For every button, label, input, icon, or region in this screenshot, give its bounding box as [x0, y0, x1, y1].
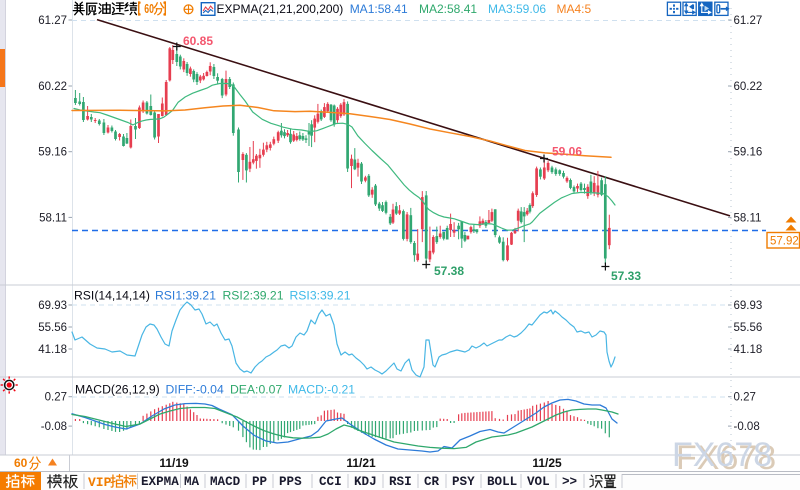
svg-text:VOL: VOL: [527, 475, 550, 489]
svg-text:60: 60: [144, 2, 154, 16]
svg-text:PPS: PPS: [279, 475, 302, 489]
svg-text:60.85: 60.85: [183, 34, 213, 48]
svg-text:59.06: 59.06: [552, 145, 582, 159]
svg-text:59.16: 59.16: [38, 147, 67, 159]
svg-text:>>: >>: [562, 475, 577, 489]
svg-text:CCI: CCI: [319, 475, 342, 489]
svg-text:DEA:0.07: DEA:0.07: [230, 383, 282, 397]
svg-text:MA3:59.06: MA3:59.06: [488, 2, 546, 16]
svg-text:41.18: 41.18: [38, 344, 67, 356]
svg-text:61.27: 61.27: [38, 15, 67, 27]
svg-text:EXPMA: EXPMA: [141, 475, 179, 489]
svg-text:69.93: 69.93: [38, 300, 67, 312]
svg-text:MACD: MACD: [210, 475, 241, 489]
svg-text:MACD(26,12,9): MACD(26,12,9): [75, 383, 160, 397]
svg-text:55.56: 55.56: [734, 322, 763, 334]
svg-text:60: 60: [14, 456, 28, 470]
svg-text:0.27: 0.27: [45, 392, 67, 404]
svg-text:58.11: 58.11: [734, 212, 762, 224]
svg-text:FX678: FX678: [676, 439, 776, 477]
svg-text:RSI: RSI: [389, 475, 412, 489]
svg-text:CR: CR: [424, 475, 440, 489]
svg-text:-0.08: -0.08: [734, 421, 760, 433]
svg-text:MA4:5: MA4:5: [557, 2, 592, 16]
svg-text:BOLL: BOLL: [487, 475, 517, 489]
svg-text:DIFF:-0.04: DIFF:-0.04: [166, 383, 224, 397]
svg-text:MACD:-0.21: MACD:-0.21: [288, 383, 355, 397]
svg-text:PSY: PSY: [452, 475, 475, 489]
svg-text:57.92: 57.92: [770, 236, 799, 248]
svg-text:55.56: 55.56: [38, 322, 67, 334]
svg-text:60.22: 60.22: [734, 81, 763, 93]
svg-text:58.11: 58.11: [39, 212, 67, 224]
svg-text:MA1:58.41: MA1:58.41: [350, 2, 408, 16]
svg-text:-0.08: -0.08: [41, 421, 67, 433]
svg-text:RSI1:39.21: RSI1:39.21: [155, 289, 216, 303]
svg-text:69.93: 69.93: [734, 300, 763, 312]
svg-text:MA: MA: [184, 475, 200, 489]
svg-text:59.16: 59.16: [734, 147, 763, 159]
svg-text:RSI2:39.21: RSI2:39.21: [223, 289, 284, 303]
svg-text:PP: PP: [252, 475, 268, 489]
svg-text:11/25: 11/25: [532, 456, 562, 470]
svg-text:RSI(14,14,14): RSI(14,14,14): [74, 289, 150, 303]
svg-text:EXPMA(21,21,200,200): EXPMA(21,21,200,200): [217, 2, 344, 16]
svg-text:57.38: 57.38: [434, 264, 464, 278]
svg-text:FX678: FX678: [672, 436, 772, 474]
svg-text:RSI3:39.21: RSI3:39.21: [290, 289, 351, 303]
svg-text:61.27: 61.27: [734, 15, 763, 27]
svg-text:57.33: 57.33: [611, 269, 641, 283]
svg-text:41.18: 41.18: [734, 344, 763, 356]
svg-text:60.22: 60.22: [38, 81, 67, 93]
svg-text:MA2:58.41: MA2:58.41: [419, 2, 477, 16]
svg-text:11/21: 11/21: [346, 456, 376, 470]
svg-text:11/19: 11/19: [159, 456, 189, 470]
svg-text:VIP: VIP: [88, 475, 112, 490]
svg-text:KDJ: KDJ: [354, 475, 377, 489]
svg-text:0.27: 0.27: [734, 392, 756, 404]
